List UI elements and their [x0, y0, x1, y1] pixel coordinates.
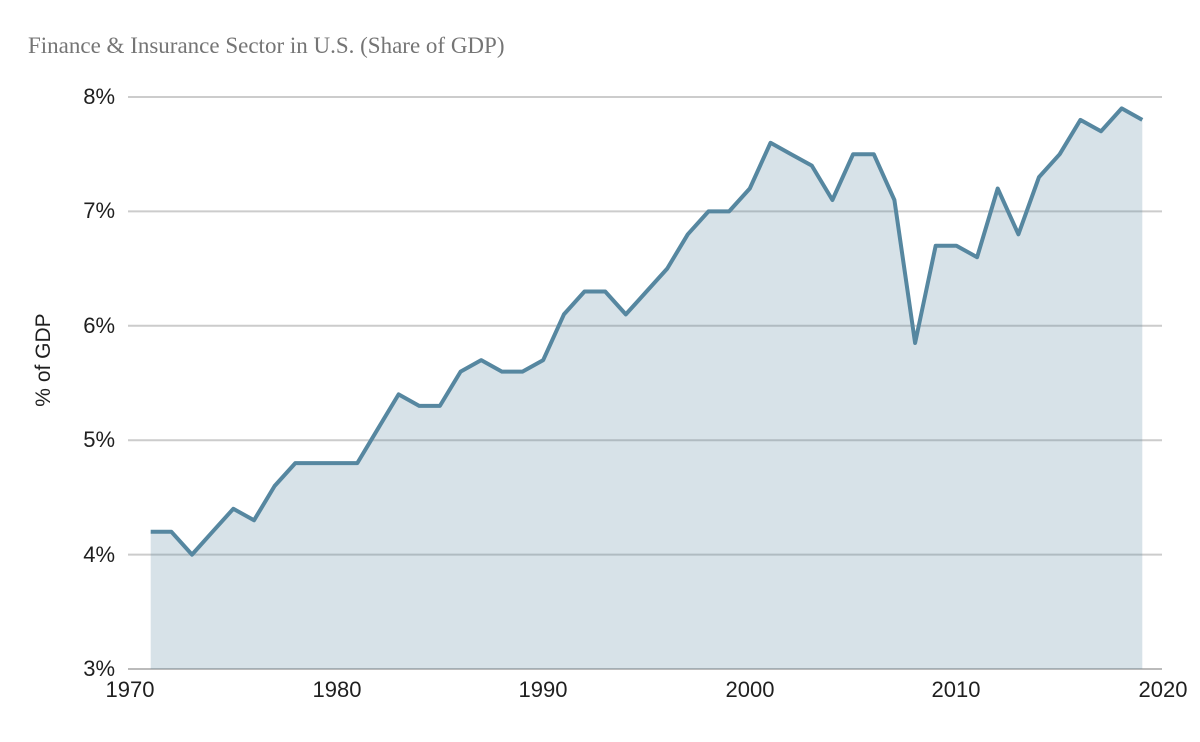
- area-fill: [150, 108, 1143, 669]
- x-tick-label: 2000: [725, 677, 775, 702]
- y-tick-label: 8%: [83, 84, 115, 109]
- x-tick-label: 1980: [312, 677, 362, 702]
- x-tick-label: 2020: [1138, 677, 1188, 702]
- x-tick-label: 1990: [518, 677, 568, 702]
- x-tick-label: 2010: [931, 677, 981, 702]
- y-tick-label: 3%: [83, 656, 115, 681]
- y-tick-label: 5%: [83, 427, 115, 452]
- y-tick-label: 4%: [83, 542, 115, 567]
- data-line: [150, 106, 1144, 557]
- chart-title: Finance & Insurance Sector in U.S. (Shar…: [28, 33, 505, 58]
- x-tick-label: 1970: [105, 677, 155, 702]
- y-tick-label: 6%: [83, 313, 115, 338]
- y-tick-label: 7%: [83, 198, 115, 223]
